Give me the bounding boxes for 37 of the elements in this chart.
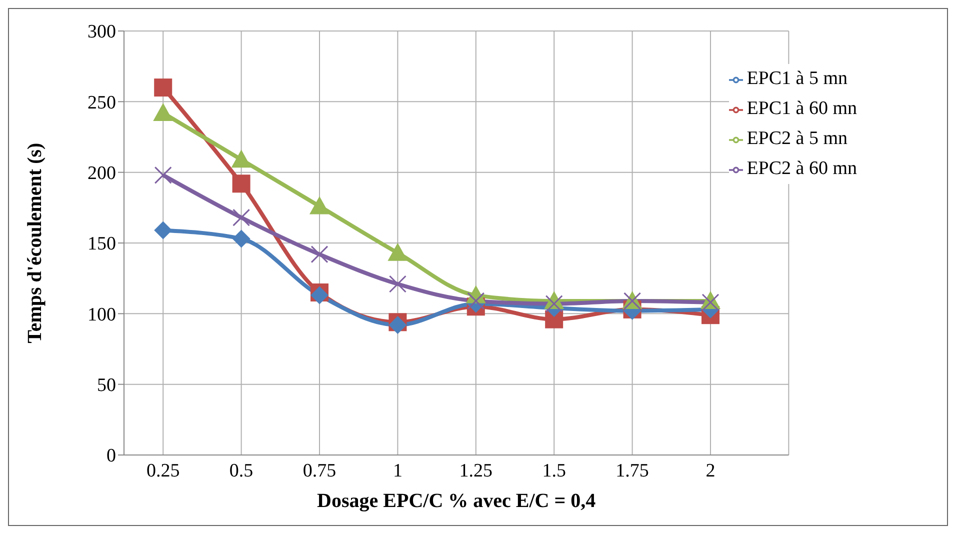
- point: [232, 174, 250, 193]
- point: [154, 166, 172, 184]
- point: [232, 208, 250, 226]
- x-tick-label: 1.75: [616, 460, 649, 482]
- legend-label: EPC1 à 5 mn: [746, 68, 848, 89]
- x-tick-label: 2: [706, 460, 716, 482]
- point: [153, 102, 174, 121]
- y-tick-label: 300: [88, 22, 116, 43]
- point: [154, 78, 172, 97]
- x-axis-title: Dosage EPC/C % avec E/C = 0,4: [317, 490, 596, 512]
- y-tick-label: 0: [106, 446, 116, 467]
- y-tick-label: 50: [97, 375, 116, 396]
- x-tick-label: 1.5: [542, 460, 566, 482]
- point: [388, 242, 408, 261]
- point: [310, 246, 328, 264]
- x-tick-label: 1: [392, 460, 402, 482]
- y-tick-label: 250: [88, 92, 116, 114]
- x-tick-label: 1.25: [459, 460, 493, 482]
- point: [467, 292, 485, 310]
- point: [232, 230, 250, 248]
- y-tick-label: 100: [88, 304, 116, 326]
- y-tick-label: 200: [88, 163, 116, 184]
- y-tick-label: 150: [88, 234, 116, 255]
- x-tick-label: 0.5: [229, 460, 254, 482]
- point: [545, 295, 563, 313]
- y-axis-title: Temps d'écoulement (s): [24, 142, 46, 344]
- point: [231, 150, 252, 168]
- x-tick-label: 0.25: [146, 460, 180, 482]
- legend-label: EPC1 à 60 mn: [746, 98, 857, 119]
- point: [309, 196, 330, 214]
- legend-label: EPC2 à 5 mn: [746, 128, 848, 149]
- point: [702, 294, 720, 312]
- point: [388, 275, 406, 293]
- point: [310, 286, 328, 304]
- point: [154, 221, 172, 240]
- x-tick-label: 0.75: [302, 460, 336, 482]
- legend-label: EPC2 à 60 mn: [746, 158, 857, 179]
